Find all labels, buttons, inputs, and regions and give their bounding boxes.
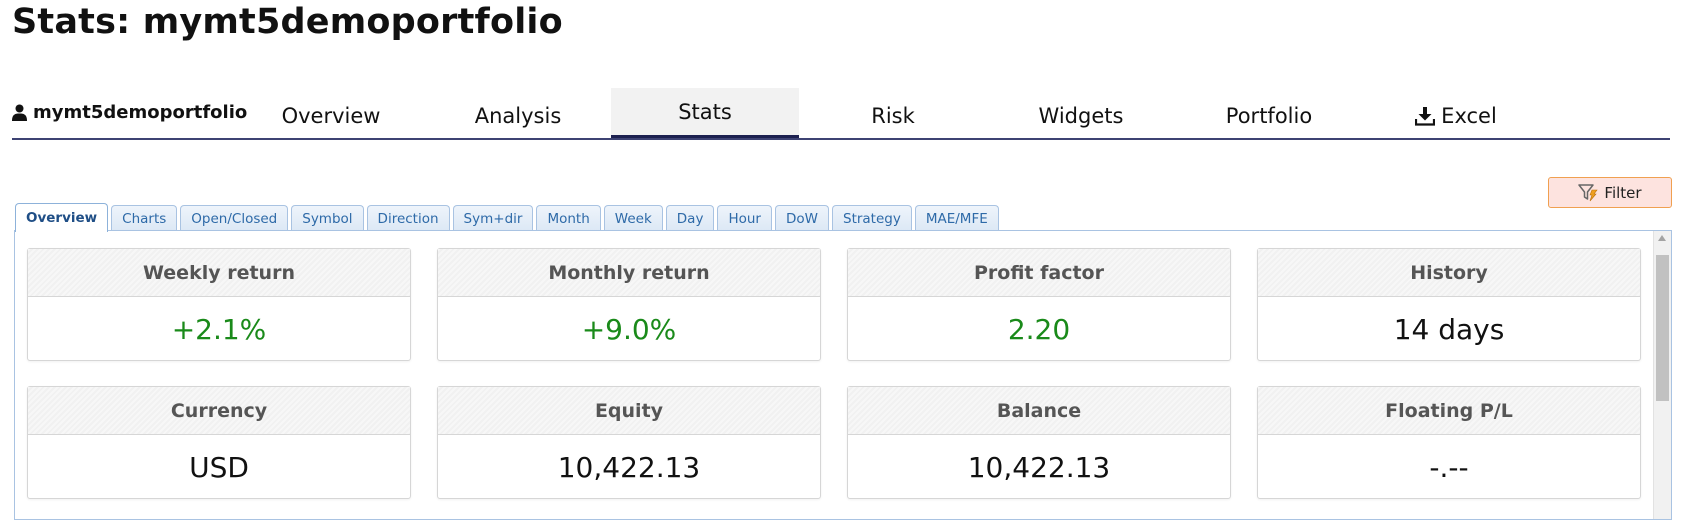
- tab-analysis-label: Analysis: [474, 104, 562, 128]
- tab-analysis[interactable]: Analysis: [424, 88, 612, 138]
- tab-stats-label: Stats: [678, 99, 732, 124]
- stat-card-value: +9.0%: [581, 312, 677, 346]
- subtab-dow[interactable]: DoW: [774, 205, 829, 231]
- stats-panel: Weekly return +2.1% Monthly return +9.0%…: [14, 230, 1672, 520]
- tab-widgets[interactable]: Widgets: [987, 88, 1175, 138]
- stat-card-title: Weekly return: [28, 249, 410, 297]
- filter-button-label: Filter: [1604, 183, 1642, 202]
- tab-stats[interactable]: Stats: [611, 88, 799, 138]
- subtab-open-closed[interactable]: Open/Closed: [180, 205, 289, 231]
- stat-card-history: History 14 days: [1257, 248, 1641, 361]
- tab-portfolio-label: Portfolio: [1225, 104, 1313, 128]
- tab-portfolio[interactable]: Portfolio: [1175, 88, 1363, 138]
- subtab-sym-dir[interactable]: Sym+dir: [452, 205, 534, 231]
- stat-card-currency: Currency USD: [27, 386, 411, 499]
- subtab-symbol[interactable]: Symbol: [291, 205, 364, 231]
- stat-card-value: USD: [189, 450, 249, 484]
- stat-card-weekly-return: Weekly return +2.1%: [27, 248, 411, 361]
- subtab-overview[interactable]: Overview: [15, 203, 109, 232]
- stat-card-balance: Balance 10,422.13: [847, 386, 1231, 499]
- page-title: Stats: mymt5demoportfolio: [12, 2, 563, 42]
- stat-card-title: Floating P/L: [1258, 387, 1640, 435]
- stat-card-title: Profit factor: [848, 249, 1230, 297]
- tab-risk-label: Risk: [871, 104, 915, 128]
- subtab-direction[interactable]: Direction: [366, 205, 450, 231]
- subtab-week[interactable]: Week: [603, 205, 663, 231]
- scroll-thumb[interactable]: [1656, 255, 1669, 401]
- panel-scrollbar[interactable]: [1653, 231, 1671, 519]
- stat-card-profit-factor: Profit factor 2.20: [847, 248, 1231, 361]
- download-icon: [1415, 106, 1436, 126]
- tab-overview-label: Overview: [281, 104, 381, 128]
- stat-card-title: Equity: [438, 387, 820, 435]
- tab-risk[interactable]: Risk: [799, 88, 987, 138]
- stat-card-floating-pl: Floating P/L -.--: [1257, 386, 1641, 499]
- subtab-hour[interactable]: Hour: [717, 205, 772, 231]
- subtab-strategy[interactable]: Strategy: [832, 205, 912, 231]
- tab-excel[interactable]: Excel: [1362, 88, 1550, 138]
- stat-card-title: History: [1258, 249, 1640, 297]
- scroll-up-arrow-icon[interactable]: [1658, 235, 1666, 241]
- main-nav: mymt5demoportfolio Overview Analysis Sta…: [12, 88, 1670, 140]
- tab-excel-label: Excel: [1441, 104, 1497, 128]
- subtab-month[interactable]: Month: [536, 205, 601, 231]
- stat-card-equity: Equity 10,422.13: [437, 386, 821, 499]
- tab-widgets-label: Widgets: [1038, 104, 1124, 128]
- nav-user-label: mymt5demoportfolio: [33, 102, 248, 123]
- filter-button[interactable]: Filter: [1548, 177, 1672, 208]
- stat-card-title: Currency: [28, 387, 410, 435]
- filter-icon: [1578, 183, 1599, 201]
- stat-card-value: 10,422.13: [557, 450, 701, 484]
- stat-card-value: +2.1%: [171, 312, 267, 346]
- nav-user: mymt5demoportfolio: [12, 102, 247, 123]
- user-icon: [12, 104, 27, 121]
- stat-card-value: -.--: [1429, 450, 1469, 484]
- subtab-day[interactable]: Day: [665, 205, 715, 231]
- stat-card-title: Balance: [848, 387, 1230, 435]
- subtab-charts[interactable]: Charts: [111, 205, 178, 231]
- stat-card-title: Monthly return: [438, 249, 820, 297]
- stat-card-value: 10,422.13: [967, 450, 1111, 484]
- subtab-mae-mfe[interactable]: MAE/MFE: [914, 205, 999, 231]
- stat-card-value: 14 days: [1393, 312, 1505, 346]
- stat-card-monthly-return: Monthly return +9.0%: [437, 248, 821, 361]
- tab-overview[interactable]: Overview: [237, 88, 425, 138]
- stat-card-value: 2.20: [1007, 312, 1071, 346]
- sub-tabs: Overview Charts Open/Closed Symbol Direc…: [15, 203, 999, 232]
